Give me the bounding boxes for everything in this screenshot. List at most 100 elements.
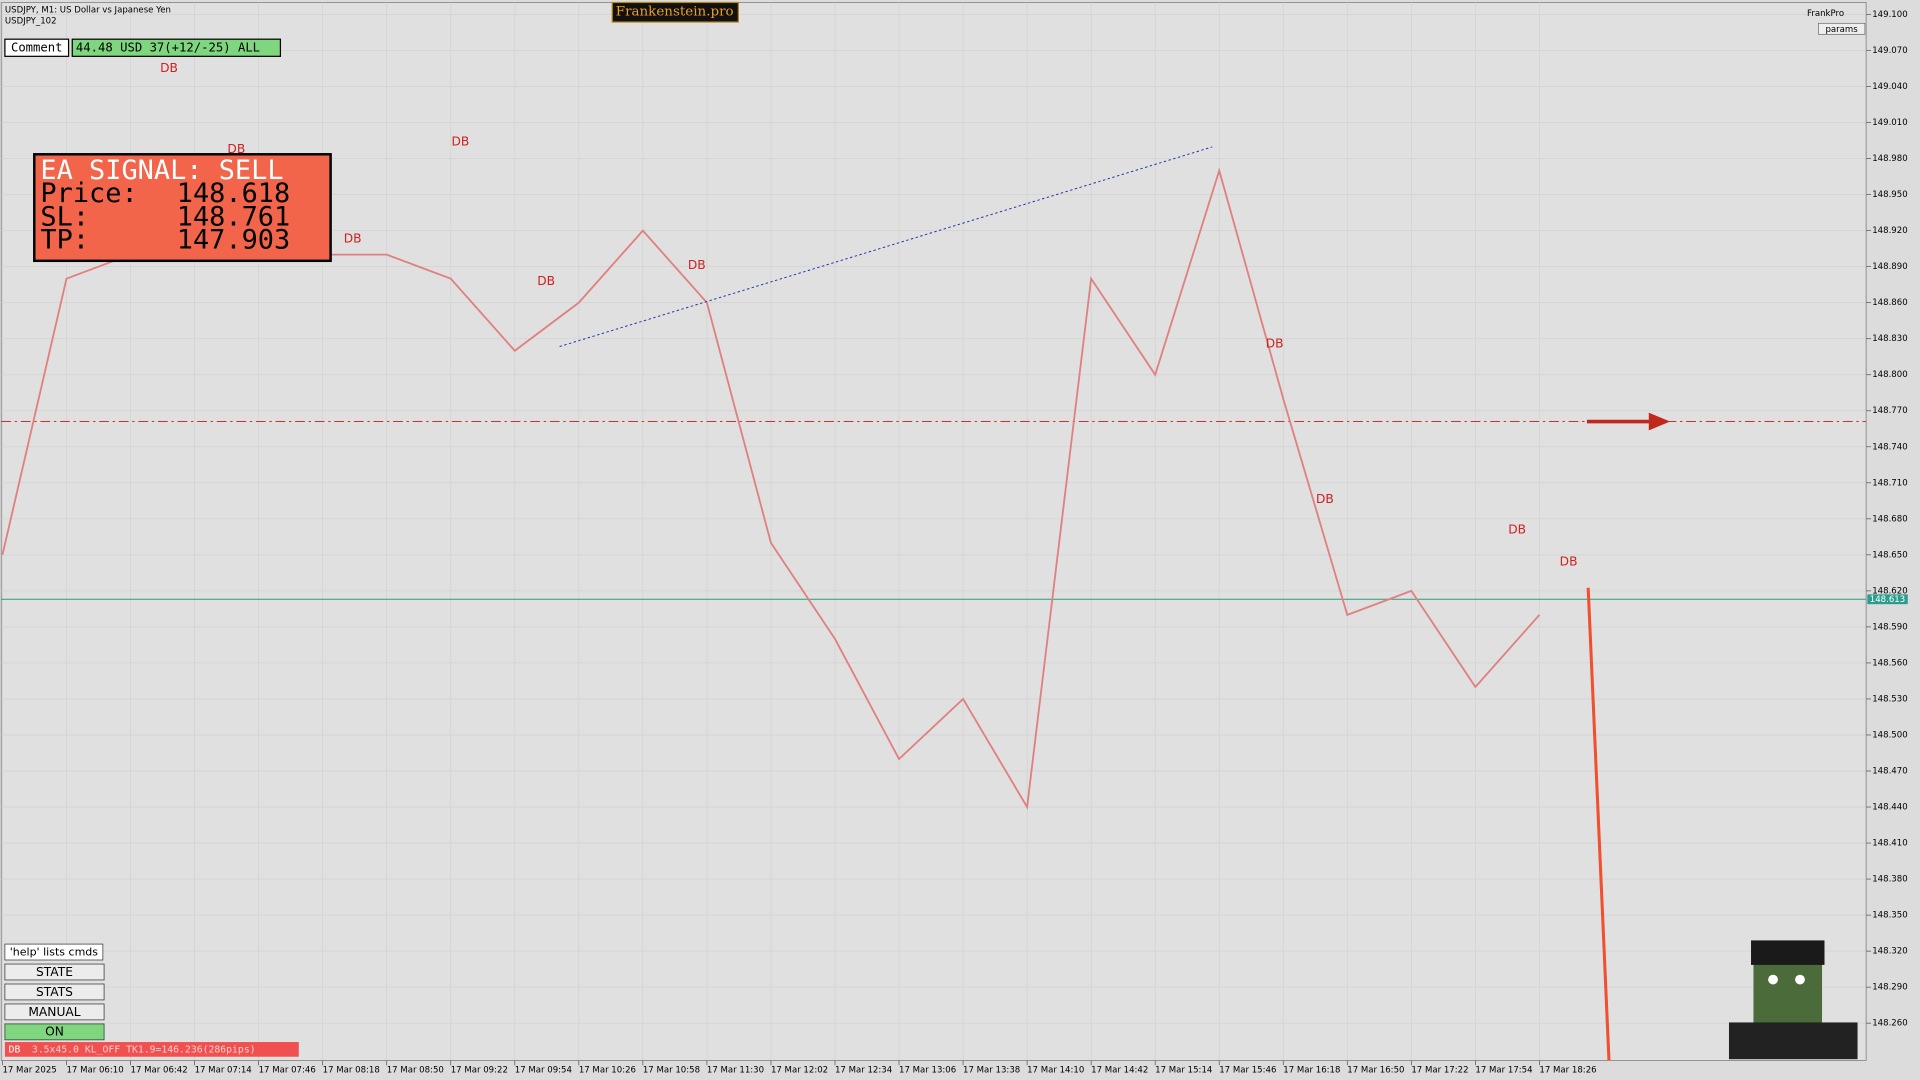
x-tick-label: 17 Mar 14:42 (1091, 1066, 1148, 1076)
button-label: MANUAL (28, 1005, 80, 1019)
y-tick-label: 148.470 (1872, 767, 1907, 777)
params-label: params (1826, 25, 1859, 35)
x-tick-label: 17 Mar 2025 (2, 1066, 56, 1076)
comment-value: 44.48 USD 37(+12/-25) ALL (76, 40, 260, 54)
button[interactable] (4, 963, 105, 981)
signal-line-value: 148.618 (177, 178, 290, 209)
x-tick-label: 17 Mar 09:22 (451, 1066, 508, 1076)
y-tick-label: 148.500 (1872, 730, 1907, 740)
db-label: DB (1266, 337, 1284, 351)
projection (1586, 587, 1611, 1061)
brand: Frankenstein.pro (616, 5, 734, 20)
button-label: STATE (36, 965, 73, 979)
y-tick-label: 148.710 (1872, 478, 1907, 488)
current-price-box (1867, 594, 1908, 605)
status-bar (4, 1042, 299, 1057)
signal-line-value: 147.903 (177, 225, 290, 256)
db-label: DB (1508, 523, 1526, 537)
button-label: 'help' lists cmds (10, 945, 99, 958)
button[interactable] (4, 983, 105, 1001)
db-label: DB (537, 274, 555, 288)
button[interactable] (4, 943, 104, 961)
db-label: DB (688, 258, 706, 272)
signal-line-label: TP: (40, 225, 89, 256)
signal-box (33, 153, 332, 263)
button[interactable] (4, 1023, 105, 1041)
y-tick-label: 149.100 (1872, 10, 1907, 20)
x-tick-label: 17 Mar 10:26 (579, 1066, 636, 1076)
x-tick-label: 17 Mar 16:50 (1347, 1066, 1404, 1076)
x-tick-label: 17 Mar 09:54 (515, 1066, 572, 1076)
y-tick-label: 148.740 (1872, 442, 1907, 452)
y-tick-label: 148.260 (1872, 1019, 1907, 1029)
status-tag: DB (9, 1044, 21, 1055)
comment-value-box (71, 38, 282, 57)
trend-link (559, 146, 1213, 347)
current-price-label: 148.613 (1870, 595, 1905, 605)
y-tick-label: 148.290 (1872, 983, 1907, 993)
x-tick-label: 17 Mar 08:50 (387, 1066, 444, 1076)
x-tick-label: 17 Mar 12:02 (771, 1066, 828, 1076)
x-tick-label: 17 Mar 15:14 (1155, 1066, 1212, 1076)
db-label: DB (451, 135, 469, 149)
signal-line-label: SL: (40, 201, 89, 232)
params-button[interactable] (1818, 22, 1866, 35)
brand-box (611, 1, 739, 23)
signal-line-value: 148.761 (177, 201, 290, 232)
template: USDJPY_102 (5, 16, 57, 26)
y-tick-label: 148.860 (1872, 298, 1907, 308)
x-tick-label: 17 Mar 15:46 (1219, 1066, 1276, 1076)
y-tick-label: 148.950 (1872, 190, 1907, 200)
db-label: DB (227, 142, 245, 156)
y-tick-label: 148.350 (1872, 911, 1907, 921)
y-tick-label: 148.680 (1872, 514, 1907, 524)
x-tick-label: 17 Mar 18:26 (1539, 1066, 1596, 1076)
y-tick-label: 148.770 (1872, 406, 1907, 416)
signal-lines: Price: 148.618 SL: 148.761 TP: 147.903 (40, 178, 290, 256)
y-tick-label: 148.560 (1872, 658, 1907, 668)
x-tick-label: 17 Mar 13:38 (963, 1066, 1020, 1076)
signal-title: EA SIGNAL: SELL (40, 155, 283, 186)
button[interactable] (4, 1003, 105, 1021)
y-tick-label: 148.620 (1872, 586, 1907, 596)
y-tick-label: 148.800 (1872, 370, 1907, 380)
y-tick-label: 148.320 (1872, 947, 1907, 957)
status-text: 3.5x45.0 KL_OFF TK1.9=146.236(286pips) (32, 1044, 256, 1055)
comment-label: Comment (11, 40, 63, 54)
x-tick-label: 17 Mar 10:58 (643, 1066, 700, 1076)
button-label: STATS (36, 985, 73, 999)
x-tick-label: 17 Mar 07:46 (259, 1066, 316, 1076)
y-tick-label: 148.590 (1872, 622, 1907, 632)
signal-line-label: Price: (40, 178, 137, 209)
x-tick-label: 17 Mar 17:54 (1475, 1066, 1532, 1076)
y-tick-label: 148.440 (1872, 803, 1907, 813)
x-tick-label: 17 Mar 12:34 (835, 1066, 892, 1076)
y-tick-label: 148.380 (1872, 875, 1907, 885)
y-tick-label: 148.530 (1872, 694, 1907, 704)
x-tick-label: 17 Mar 11:30 (707, 1066, 764, 1076)
db-label: DB (1560, 555, 1578, 569)
button-label: ON (45, 1025, 64, 1039)
comment-label-box (4, 38, 70, 57)
y-tick-label: 148.920 (1872, 226, 1907, 236)
x-tick-label: 17 Mar 06:42 (131, 1066, 188, 1076)
y-tick-label: 148.650 (1872, 550, 1907, 560)
symbol: USDJPY, M1: US Dollar vs Japanese Yen (5, 5, 171, 15)
y-tick-label: 149.070 (1872, 46, 1907, 56)
db-label: DB (160, 61, 178, 75)
x-tick-label: 17 Mar 08:18 (323, 1066, 380, 1076)
y-tick-label: 148.410 (1872, 839, 1907, 849)
x-tick-label: 17 Mar 17:22 (1411, 1066, 1468, 1076)
user: FrankPro (1807, 9, 1844, 19)
y-tick-label: 149.040 (1872, 82, 1907, 92)
db-label: DB (1316, 492, 1334, 506)
y-tick-label: 148.980 (1872, 154, 1907, 164)
y-tick-label: 149.010 (1872, 118, 1907, 128)
x-tick-label: 17 Mar 14:10 (1027, 1066, 1084, 1076)
buttons: 'help' lists cmds STATE STATS MANUAL ON (4, 943, 105, 1041)
y-tick-label: 148.830 (1872, 334, 1907, 344)
sell-arrow (1586, 412, 1671, 431)
